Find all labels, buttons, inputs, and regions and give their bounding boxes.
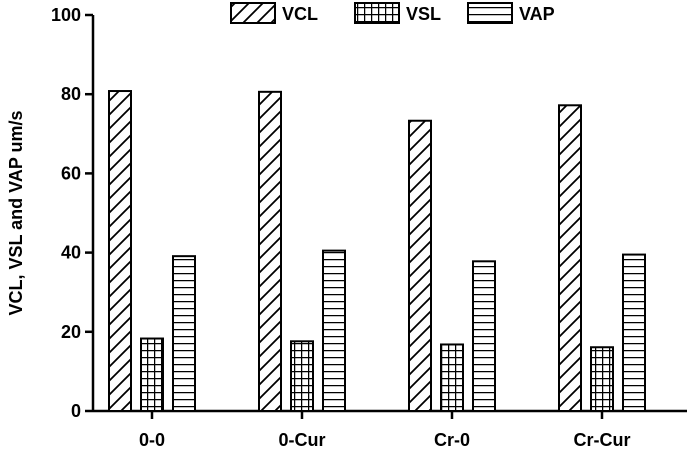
bar-vsl-2 bbox=[440, 343, 464, 412]
bar-vcl-2 bbox=[408, 119, 432, 413]
y-tick-label: 60 bbox=[61, 163, 81, 183]
legend: VCL VSL VAP bbox=[230, 2, 555, 24]
bar-vsl-1 bbox=[290, 340, 314, 412]
bar-vsl-0 bbox=[140, 337, 164, 413]
y-tick-label: 20 bbox=[61, 322, 81, 342]
legend-label-vap: VAP bbox=[519, 4, 555, 24]
y-axis-title: VCL, VSL and VAP um/s bbox=[6, 110, 26, 315]
bar-vsl-3 bbox=[590, 346, 614, 412]
bar-vcl-3 bbox=[558, 104, 582, 413]
legend-swatch-vap bbox=[467, 2, 513, 24]
legend-swatch-vcl bbox=[230, 2, 276, 24]
legend-label-vsl: VSL bbox=[406, 4, 441, 24]
x-tick-label: 0-Cur bbox=[278, 430, 325, 450]
y-tick-label: 0 bbox=[71, 401, 81, 421]
bar-vap-1 bbox=[322, 249, 346, 412]
legend-label-vcl: VCL bbox=[282, 4, 318, 24]
y-tick-label: 100 bbox=[51, 5, 81, 25]
bars bbox=[108, 90, 646, 413]
y-tick-label: 40 bbox=[61, 243, 81, 263]
bar-vap-3 bbox=[622, 253, 646, 412]
bar-vap-2 bbox=[472, 260, 496, 413]
x-tick-label: Cr-0 bbox=[434, 430, 470, 450]
axes: 0 20 40 60 80 100 0-0 0-Cur Cr-0 Cr-Cur bbox=[51, 5, 687, 450]
bar-vap-0 bbox=[172, 255, 196, 412]
bar-vcl-1 bbox=[258, 90, 282, 412]
legend-swatch-vsl bbox=[354, 2, 400, 24]
x-tick-label: Cr-Cur bbox=[574, 430, 631, 450]
x-tick-label: 0-0 bbox=[139, 430, 165, 450]
y-tick-label: 80 bbox=[61, 84, 81, 104]
bar-vcl-0 bbox=[108, 90, 132, 412]
